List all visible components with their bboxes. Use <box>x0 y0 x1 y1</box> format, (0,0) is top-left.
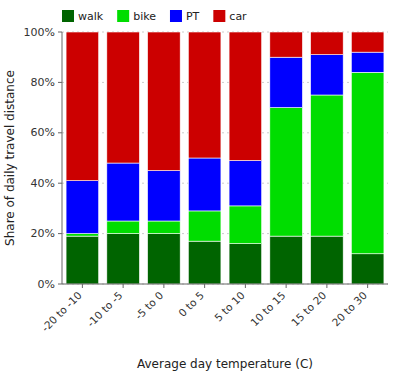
x-axis-line <box>62 284 388 285</box>
y-tick-label: 60% <box>31 126 55 139</box>
y-axis-line <box>62 32 63 284</box>
x-tick-label: 5 to 10 <box>212 289 247 324</box>
y-axis-title: Share of daily travel distance <box>3 70 17 246</box>
bar-segment <box>270 57 303 107</box>
bar-segment <box>351 32 384 52</box>
bar-segment <box>311 95 344 236</box>
legend-item: bike <box>117 10 156 23</box>
x-tick <box>286 284 287 288</box>
bar-segment <box>270 32 303 57</box>
legend-label: bike <box>133 10 156 23</box>
legend-label: PT <box>186 10 200 23</box>
legend: walk bike PT car <box>62 10 247 23</box>
legend-swatch <box>170 10 182 22</box>
bar-segment <box>66 32 99 181</box>
x-tick <box>204 284 205 288</box>
legend-swatch <box>117 10 129 22</box>
bar-segment <box>148 221 181 234</box>
legend-swatch <box>62 10 74 22</box>
y-axis: 0% 20% 40% 60% 80% 100% <box>24 26 388 291</box>
legend-item: car <box>213 10 247 23</box>
y-tick <box>58 132 62 133</box>
bar-segment <box>311 55 344 95</box>
bar-segment <box>311 32 344 55</box>
bar-segment <box>351 72 384 253</box>
bar-segment <box>188 32 221 158</box>
x-tick <box>245 284 246 288</box>
bar-segment <box>107 234 140 284</box>
y-tick-label: 20% <box>31 227 55 240</box>
bar-segment <box>107 32 140 163</box>
y-tick-label: 100% <box>24 26 55 39</box>
bar-segment <box>107 221 140 234</box>
y-tick <box>58 32 62 33</box>
bar-segment <box>229 161 262 206</box>
bars <box>66 32 384 284</box>
x-tick <box>163 284 164 288</box>
x-tick-label: 10 to 15 <box>248 289 288 329</box>
bar-segment <box>107 163 140 221</box>
legend-swatch <box>213 10 225 22</box>
y-tick <box>58 233 62 234</box>
bar-segment <box>148 171 181 221</box>
bar-segment <box>148 234 181 284</box>
y-tick-label: 0% <box>38 278 55 291</box>
bar-segment <box>66 181 99 234</box>
bar-segment <box>229 244 262 284</box>
bar-segment <box>148 32 181 171</box>
grid-line <box>62 284 388 285</box>
x-tick <box>123 284 124 288</box>
bar-segment <box>188 158 221 211</box>
x-tick-label: 20 to 30 <box>329 289 369 329</box>
bar-segment <box>66 236 99 284</box>
y-tick <box>58 284 62 285</box>
y-tick <box>58 82 62 83</box>
bar-segment <box>311 236 344 284</box>
y-tick-label: 80% <box>31 76 55 89</box>
legend-label: car <box>229 10 247 23</box>
bar-segment <box>229 32 262 161</box>
y-tick <box>58 183 62 184</box>
bar-segment <box>229 206 262 244</box>
x-tick-label: -10 to -5 <box>84 289 124 329</box>
bar-segment <box>270 108 303 237</box>
legend-item: walk <box>62 10 104 23</box>
x-tick <box>326 284 327 288</box>
x-tick <box>82 284 83 288</box>
bar-segment <box>188 211 221 241</box>
legend-label: walk <box>78 10 104 23</box>
bar-segment <box>188 241 221 284</box>
bar-segment <box>351 52 384 72</box>
x-tick-label: -20 to -10 <box>39 289 84 334</box>
bar-segment <box>351 254 384 284</box>
legend-item: PT <box>170 10 200 23</box>
x-tick-label: -5 to 0 <box>132 289 165 322</box>
y-tick-label: 40% <box>31 177 55 190</box>
x-axis: -20 to -10-10 to -5-5 to 00 to 55 to 101… <box>39 284 369 334</box>
bar-segment <box>270 236 303 284</box>
x-tick-label: 0 to 5 <box>176 289 206 319</box>
x-tick-label: 15 to 20 <box>289 289 329 329</box>
x-axis-title: Average day temperature (C) <box>137 357 313 371</box>
bar-segment <box>66 234 99 237</box>
x-tick <box>367 284 368 288</box>
chart: 0% 20% 40% 60% 80% 100% -20 to -10-10 to -5-5 … <box>0 0 400 376</box>
